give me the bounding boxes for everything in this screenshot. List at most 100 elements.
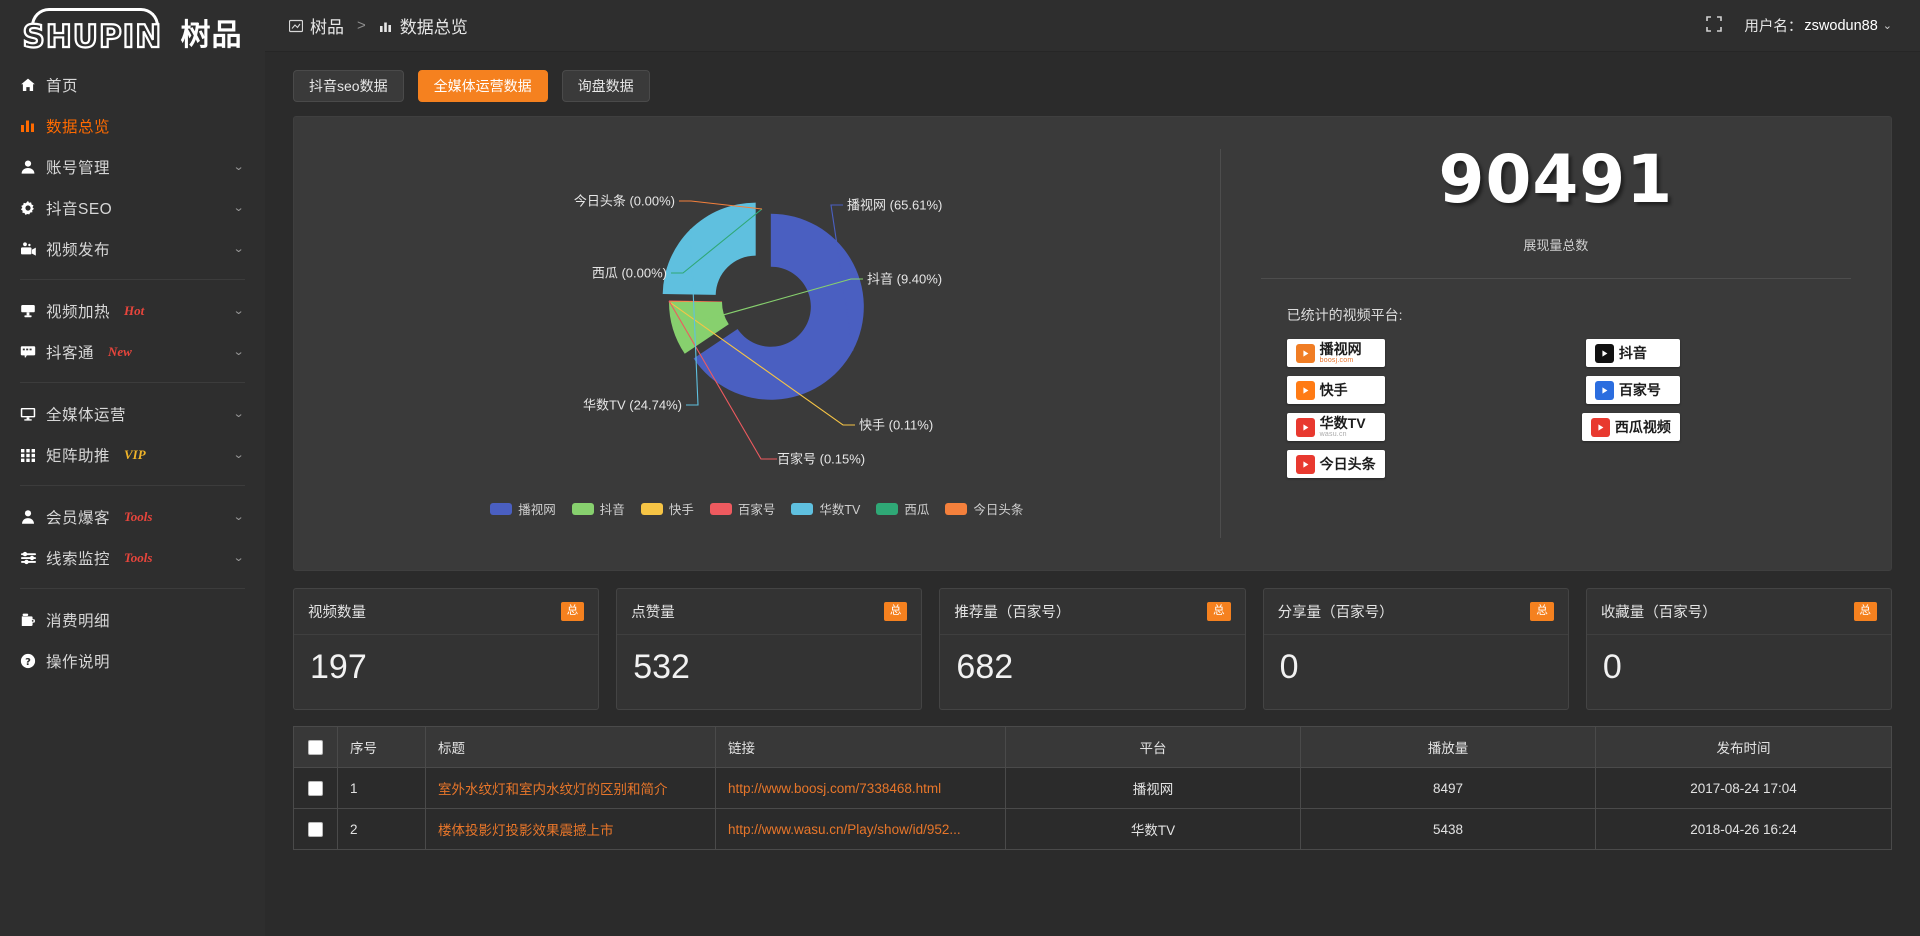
chevron-down-icon[interactable]: ⌄	[232, 202, 245, 214]
cell-link[interactable]: http://www.wasu.cn/Play/show/id/952...	[715, 808, 1006, 850]
col-header-link[interactable]: 链接	[715, 726, 1006, 768]
sidebar-item-12[interactable]: ? 操作说明	[0, 640, 265, 681]
breadcrumb-separator: >	[357, 17, 366, 34]
content-area: 播视网 (65.61%) 抖音 (9.40%) 快手 (0.11%) 百家号 (0.1…	[265, 102, 1920, 936]
legend-item-1[interactable]: 抖音	[571, 499, 625, 518]
sidebar-item-0[interactable]: 首页	[0, 64, 265, 105]
status-badge: 总	[1207, 602, 1231, 621]
sidebar-item-6[interactable]: 抖客通 New ⌄	[0, 331, 265, 372]
sidebar-item-label: 视频加热	[46, 303, 111, 321]
chevron-down-icon[interactable]: ⌄	[232, 511, 245, 523]
row-checkbox[interactable]	[308, 821, 323, 837]
platform-badge-name: 抖音	[1618, 344, 1647, 361]
fullscreen-icon[interactable]	[1706, 15, 1723, 36]
legend-label: 西瓜	[904, 503, 930, 517]
breadcrumb-current[interactable]: 数据总览	[379, 13, 468, 38]
pie-slice-3[interactable]	[668, 300, 722, 302]
table-header-row: 序号 标题 链接 平台 播放量 发布时间	[293, 726, 1892, 768]
cell-time: 2018-04-26 16:24	[1595, 808, 1892, 850]
stat-card-value: 0	[1279, 648, 1299, 686]
stat-card-title: 视频数量	[308, 605, 366, 621]
breadcrumb-root[interactable]: 树品	[289, 13, 344, 38]
chevron-down-icon[interactable]: ⌄	[232, 305, 245, 317]
table-row[interactable]: 1 室外水纹灯和室内水纹灯的区别和简介 http://www.boosj.com/7…	[293, 767, 1892, 809]
chevron-down-icon[interactable]: ⌄	[232, 449, 245, 461]
select-all-checkbox[interactable]	[308, 739, 323, 755]
legend-color-chip	[571, 502, 594, 515]
platform-badge-baijiahao-icon[interactable]: 百家号	[1585, 376, 1680, 404]
pie-label-0: 播视网 (65.61%)	[847, 198, 942, 213]
row-checkbox[interactable]	[308, 780, 323, 796]
chevron-down-icon[interactable]: ⌄	[232, 243, 245, 255]
sidebar-item-3[interactable]: 抖音SEO ⌄	[0, 187, 265, 228]
platform-badge-kuaishou-icon[interactable]: 快手	[1286, 376, 1385, 404]
cell-title[interactable]: 室外水纹灯和室内水纹灯的区别和简介	[425, 767, 716, 809]
cell-plays: 5438	[1300, 808, 1596, 850]
legend-item-4[interactable]: 华数TV	[791, 499, 860, 518]
legend-color-chip	[490, 502, 513, 515]
legend-item-0[interactable]: 播视网	[490, 499, 556, 518]
platform-badge-douyin-icon[interactable]: 抖音	[1585, 339, 1680, 367]
legend-item-2[interactable]: 快手	[640, 499, 694, 518]
chevron-down-icon[interactable]: ⌄	[232, 346, 245, 358]
pie-slice-1[interactable]	[668, 301, 729, 354]
sidebar-item-2[interactable]: 账号管理 ⌄	[0, 146, 265, 187]
pie-label-3: 百家号 (0.15%)	[777, 452, 865, 467]
sidebar-item-label: 消费明细	[46, 612, 111, 630]
video-table-wrap: 序号 标题 链接 平台 播放量 发布时间 1 室外水纹灯和室内水纹灯的区别和简介 h…	[293, 726, 1892, 850]
col-header-title[interactable]: 标题	[425, 726, 716, 768]
cell-link[interactable]: http://www.boosj.com/7338468.html	[715, 767, 1006, 809]
chevron-down-icon[interactable]: ⌄	[232, 408, 245, 420]
cell-link-text: http://www.boosj.com/7338468.html	[728, 780, 942, 796]
app-square-icon	[289, 19, 303, 33]
legend-label: 百家号	[737, 503, 776, 517]
legend-label: 华数TV	[819, 503, 861, 517]
tab-0[interactable]: 抖音seo数据	[293, 70, 404, 102]
stat-card-value: 197	[310, 648, 367, 686]
sidebar-item-1[interactable]: 数据总览	[0, 105, 265, 146]
tab-1[interactable]: 全媒体运营数据	[417, 70, 548, 102]
cell-title-text: 楼体投影灯投影效果震撼上市	[438, 823, 614, 838]
platform-badge-sub: wasu.cn	[1319, 430, 1347, 438]
pie-chart-svg[interactable]: 播视网 (65.61%) 抖音 (9.40%) 快手 (0.11%) 百家号 (0.1…	[377, 117, 1137, 497]
platform-badge-sub: boosj.com	[1319, 356, 1354, 364]
sidebar-item-4[interactable]: 视频发布 ⌄	[0, 228, 265, 269]
chevron-down-icon[interactable]: ⌄	[232, 161, 245, 173]
legend-item-3[interactable]: 百家号	[709, 499, 776, 518]
pie-chart[interactable]: 播视网 (65.61%) 抖音 (9.40%) 快手 (0.11%) 百家号 (0.1…	[294, 117, 1220, 497]
col-header-no[interactable]: 序号	[337, 726, 426, 768]
pie-slice-4[interactable]	[662, 202, 756, 295]
pie-slice-0[interactable]	[693, 213, 864, 400]
legend-color-chip	[640, 502, 663, 515]
sidebar-item-10[interactable]: 线索监控 Tools ⌄	[0, 537, 265, 578]
pie-slice-2[interactable]	[668, 301, 722, 302]
tab-bar: 抖音seo数据 全媒体运营数据 询盘数据	[265, 52, 1920, 102]
brand-logo[interactable]: SHUPIN 树品	[0, 0, 265, 58]
status-badge: 总	[883, 602, 908, 621]
legend-item-5[interactable]: 西瓜	[876, 499, 929, 518]
platform-badge-boosj-icon[interactable]: 播视网 boosj.com	[1286, 339, 1385, 367]
cell-title[interactable]: 楼体投影灯投影效果震撼上市	[425, 808, 716, 850]
pie-leader-line-4	[685, 229, 699, 406]
sidebar-item-8[interactable]: 矩阵助推 VIP ⌄	[0, 434, 265, 475]
platform-badge-toutiao-icon[interactable]: 今日头条	[1286, 450, 1385, 478]
col-header-plays[interactable]: 播放量	[1300, 726, 1596, 768]
chevron-down-icon[interactable]: ⌄	[232, 552, 245, 564]
user-menu[interactable]: 用户名： zswodun88 ⌄	[1744, 15, 1892, 36]
sidebar-item-11[interactable]: 消费明细	[0, 599, 265, 640]
sidebar-item-5[interactable]: 视频加热 Hot ⌄	[0, 290, 265, 331]
cell-plays: 8497	[1300, 767, 1596, 809]
chart-legend: 播视网 抖音 快手 百家号 华数TV 西瓜 今日头条	[294, 499, 1220, 518]
kuaishou-icon	[1295, 380, 1315, 400]
sidebar-item-9[interactable]: 会员爆客 Tools ⌄	[0, 496, 265, 537]
legend-item-6[interactable]: 今日头条	[945, 499, 1023, 518]
chart-bar-icon	[379, 19, 393, 33]
table-row[interactable]: 2 楼体投影灯投影效果震撼上市 http://www.wasu.cn/Play/sh…	[293, 808, 1892, 850]
platform-badges: 播视网 boosj.com 快手华数TV wasu.cn 今日头条 抖音百家号西瓜视频	[1261, 339, 1851, 478]
tab-2[interactable]: 询盘数据	[561, 70, 650, 102]
platform-badge-wasu-icon[interactable]: 华数TV wasu.cn	[1286, 413, 1385, 441]
sidebar-item-7[interactable]: 全媒体运营 ⌄	[0, 393, 265, 434]
col-header-time[interactable]: 发布时间	[1595, 726, 1892, 768]
platform-badge-xigua-icon[interactable]: 西瓜视频	[1581, 413, 1680, 441]
col-header-platform[interactable]: 平台	[1005, 726, 1301, 768]
